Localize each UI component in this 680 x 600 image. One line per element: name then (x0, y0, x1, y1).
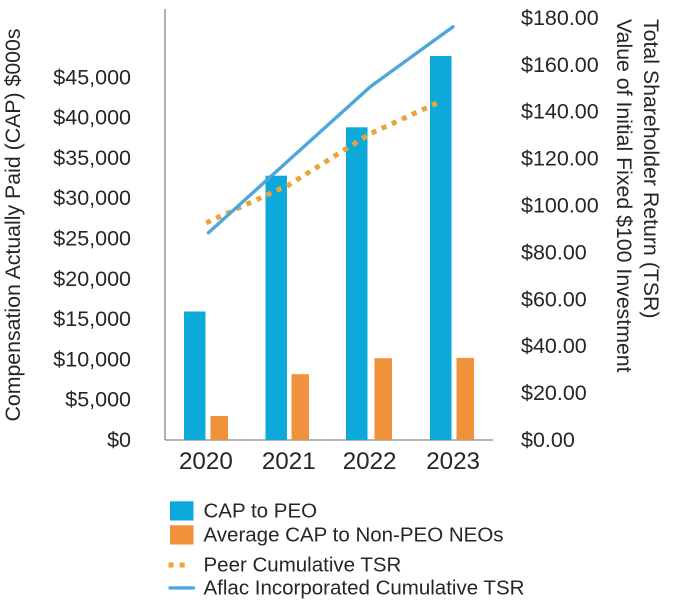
svg-text:$45,000: $45,000 (53, 65, 131, 89)
svg-text:$120.00: $120.00 (521, 147, 599, 171)
svg-text:$160.00: $160.00 (521, 53, 599, 77)
svg-text:2023: 2023 (426, 448, 480, 475)
svg-text:$25,000: $25,000 (53, 227, 131, 251)
svg-text:Peer Cumulative TSR: Peer Cumulative TSR (204, 554, 402, 577)
svg-text:$0.00: $0.00 (521, 428, 575, 452)
svg-text:$35,000: $35,000 (53, 146, 131, 170)
svg-text:$5,000: $5,000 (65, 388, 131, 412)
svg-text:$0: $0 (107, 428, 131, 452)
svg-text:Aflac Incorporated Cumulative: Aflac Incorporated Cumulative TSR (204, 577, 525, 600)
svg-text:$30,000: $30,000 (53, 186, 131, 210)
svg-text:$60.00: $60.00 (521, 287, 587, 311)
svg-text:$100.00: $100.00 (521, 194, 599, 218)
svg-text:Compensation Actually Paid (CA: Compensation Actually Paid (CAP) $000s (1, 28, 25, 421)
svg-text:$40,000: $40,000 (53, 106, 131, 130)
svg-text:$15,000: $15,000 (53, 307, 131, 331)
svg-text:$20,000: $20,000 (53, 267, 131, 291)
svg-text:$80.00: $80.00 (521, 240, 587, 264)
svg-text:2022: 2022 (343, 448, 397, 475)
svg-text:$180.00: $180.00 (521, 6, 599, 30)
svg-text:Total Shareholder Return (TSR): Total Shareholder Return (TSR) (639, 19, 663, 318)
svg-text:2020: 2020 (179, 448, 233, 475)
svg-text:$10,000: $10,000 (53, 347, 131, 371)
svg-text:$140.00: $140.00 (521, 100, 599, 124)
svg-text:CAP to PEO: CAP to PEO (204, 500, 318, 523)
svg-text:$40.00: $40.00 (521, 334, 587, 358)
svg-text:Value of Initial Fixed $100 In: Value of Initial Fixed $100 Investment (612, 19, 636, 373)
svg-text:Average CAP to Non-PEO NEOs: Average CAP to Non-PEO NEOs (204, 524, 504, 547)
svg-text:2021: 2021 (262, 448, 316, 475)
svg-text:$20.00: $20.00 (521, 381, 587, 405)
